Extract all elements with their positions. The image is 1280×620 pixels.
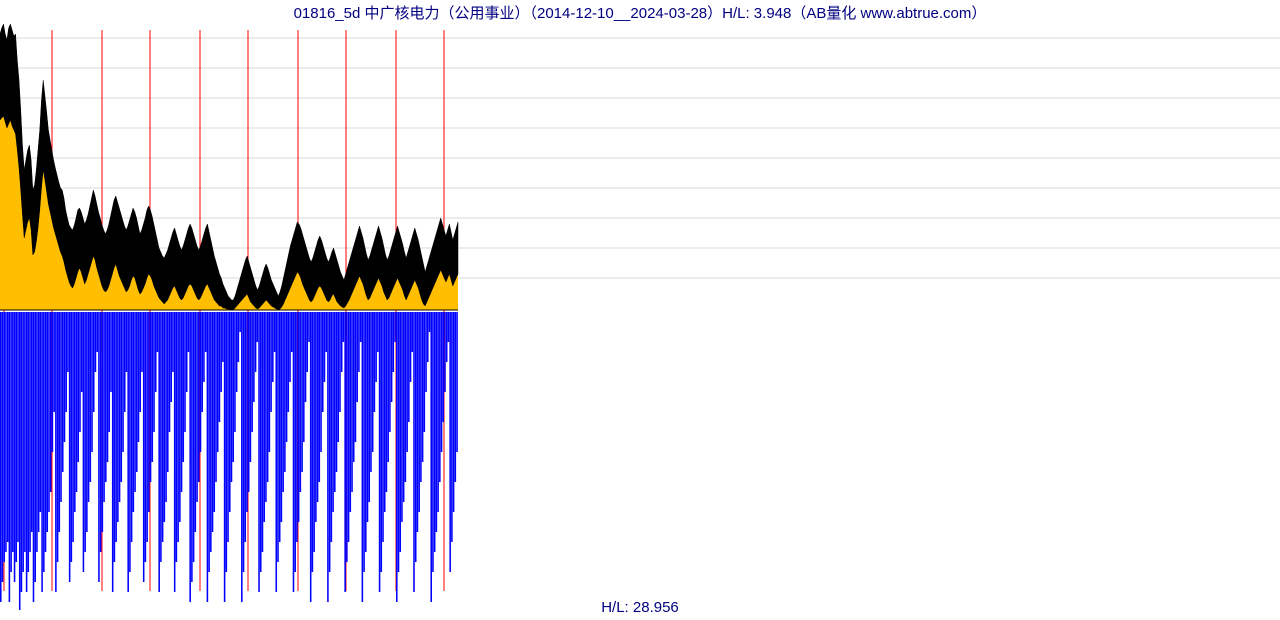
price-high-band xyxy=(0,24,458,310)
bottom-hl-label: H/L: 28.956 xyxy=(0,599,1280,616)
chart-svg xyxy=(0,0,1280,620)
chart-root: 01816_5d 中广核电力（公用事业）（2014-12-10__2024-03… xyxy=(0,0,1280,620)
volume-bars xyxy=(0,312,458,610)
